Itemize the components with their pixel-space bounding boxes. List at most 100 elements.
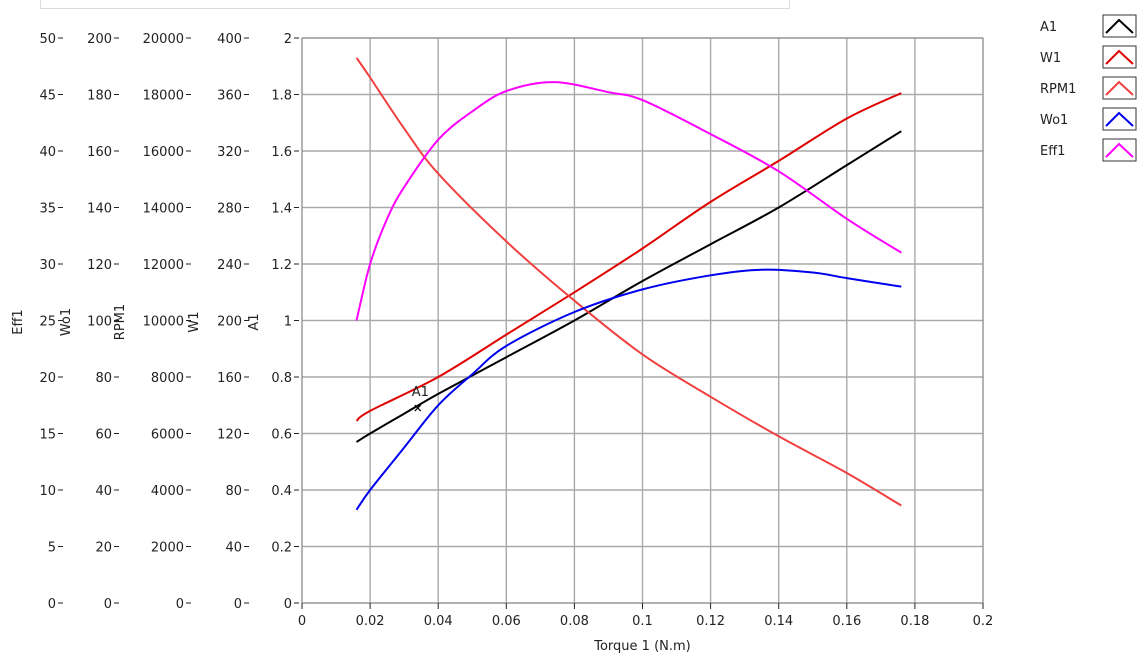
y-tick-label: 5 (48, 541, 56, 556)
legend-label: RPM1 (1040, 82, 1076, 97)
y-tick-label: 45 (39, 89, 56, 104)
legend-swatch[interactable] (1102, 76, 1137, 100)
series-line-w1[interactable] (355, 92, 902, 422)
x-tick-label: 0.08 (560, 614, 589, 629)
series-line-eff1[interactable] (355, 81, 902, 321)
y-tick-label: 0.8 (271, 371, 292, 386)
y-tick-label: 6000 (151, 428, 184, 443)
y-tick-label: 60 (95, 428, 112, 443)
legend-swatch[interactable] (1102, 45, 1137, 69)
cursor-x-mark (414, 404, 422, 412)
y-tick-label: 100 (87, 315, 112, 330)
y-tick-label: 360 (217, 89, 242, 104)
x-axis-label: Torque 1 (N.m) (593, 639, 691, 654)
y-tick-label: 1.6 (271, 145, 292, 160)
y-tick-label: 400 (217, 32, 242, 47)
y-tick-label: 240 (217, 258, 242, 273)
legend-item-eff1[interactable]: Eff1 (1040, 138, 1137, 162)
x-tick-label: 0.2 (973, 614, 994, 629)
y-tick-label: 160 (87, 145, 112, 160)
series-lines (355, 57, 902, 511)
y-tick-label: 160 (217, 371, 242, 386)
legend: A1 W1 RPM1 Wo1 Eff1 (1040, 14, 1137, 162)
y-tick-label: 200 (217, 315, 242, 330)
y-tick-label: 20 (95, 541, 112, 556)
line-icon (1105, 49, 1134, 65)
y-tick-label: 0 (176, 597, 184, 612)
y-tick-label: 40 (95, 484, 112, 499)
y-tick-label: 20000 (143, 32, 184, 47)
y-tick-label: 200 (87, 32, 112, 47)
y-axis-label: W1 (187, 311, 202, 332)
y-tick-label: 4000 (151, 484, 184, 499)
y-tick-label: 14000 (143, 202, 184, 217)
y-tick-label: 0 (104, 597, 112, 612)
cursor-label: A1 (412, 385, 429, 400)
y-tick-label: 1.4 (271, 202, 292, 217)
y-tick-label: 140 (87, 202, 112, 217)
y-axis-a1: 0 0.2 0.4 0.6 0.8 1 1.2 1.4 1.6 1.8 2 A1 (247, 32, 299, 612)
y-axis-wo1: 0 20 40 60 80 100 120 140 160 180 200 Wo1 (59, 32, 119, 612)
x-tick-label: 0.06 (492, 614, 521, 629)
series-line-a1[interactable] (355, 130, 902, 443)
line-icon (1105, 142, 1134, 158)
annotations: A1 (412, 385, 429, 412)
legend-item-a1[interactable]: A1 (1040, 14, 1137, 38)
y-tick-label: 180 (87, 89, 112, 104)
y-tick-label: 2 (284, 32, 292, 47)
x-tick-label: 0.02 (356, 614, 385, 629)
legend-swatch[interactable] (1102, 14, 1137, 38)
plot-grid (301, 37, 984, 604)
x-tick-label: 0.12 (696, 614, 725, 629)
y-axis-label: Eff1 (11, 309, 26, 334)
y-tick-label: 0 (234, 597, 242, 612)
cursor-marker[interactable]: A1 (412, 385, 429, 412)
y-tick-label: 20 (39, 371, 56, 386)
x-tick-label: 0 (298, 614, 306, 629)
y-tick-label: 1.8 (271, 89, 292, 104)
x-axis: 0 0.02 0.04 0.06 0.08 0.1 0.12 0.14 0.16 0.18 0.2 (298, 603, 993, 629)
x-tick-label: 0.1 (632, 614, 653, 629)
y-tick-label: 80 (225, 484, 242, 499)
y-tick-label: 0.2 (271, 541, 292, 556)
series-line-wo1[interactable] (355, 268, 902, 511)
legend-item-rpm1[interactable]: RPM1 (1040, 76, 1137, 100)
y-tick-label: 25 (39, 315, 56, 330)
y-tick-label: 2000 (151, 541, 184, 556)
legend-item-wo1[interactable]: Wo1 (1040, 107, 1137, 131)
y-tick-label: 40 (39, 145, 56, 160)
x-tick-label: 0.14 (764, 614, 793, 629)
legend-label: Wo1 (1040, 113, 1068, 128)
y-tick-label: 80 (95, 371, 112, 386)
legend-swatch[interactable] (1102, 138, 1137, 162)
y-axis-eff1: 0 5 10 15 20 25 30 35 40 45 50 Eff1 (11, 32, 63, 612)
y-tick-label: 30 (39, 258, 56, 273)
y-tick-label: 50 (39, 32, 56, 47)
y-tick-label: 10 (39, 484, 56, 499)
x-tick-label: 0.18 (900, 614, 929, 629)
legend-swatch[interactable] (1102, 107, 1137, 131)
y-tick-label: 10000 (143, 315, 184, 330)
x-tick-label: 0.04 (424, 614, 453, 629)
y-axis-label: RPM1 (113, 304, 128, 340)
y-tick-label: 16000 (143, 145, 184, 160)
y-tick-label: 0.6 (271, 428, 292, 443)
y-tick-label: 1.2 (271, 258, 292, 273)
line-icon (1105, 18, 1134, 34)
legend-label: Eff1 (1040, 144, 1065, 159)
y-tick-label: 120 (87, 258, 112, 273)
y-axis-label: A1 (247, 313, 262, 330)
y-tick-label: 18000 (143, 89, 184, 104)
y-axes-group: 05101520253035404550Eff10204060801001201… (11, 32, 299, 612)
y-tick-label: 8000 (151, 371, 184, 386)
legend-label: A1 (1040, 20, 1057, 35)
legend-item-w1[interactable]: W1 (1040, 45, 1137, 69)
y-tick-label: 0 (284, 597, 292, 612)
y-tick-label: 15 (39, 428, 56, 443)
line-icon (1105, 80, 1134, 96)
y-axis-rpm1: 0 2000 4000 6000 8000 10000 12000 14000 16000 180… (113, 32, 191, 612)
series-line-rpm1[interactable] (355, 57, 902, 507)
line-icon (1105, 111, 1134, 127)
top-input-strip (40, 0, 790, 9)
